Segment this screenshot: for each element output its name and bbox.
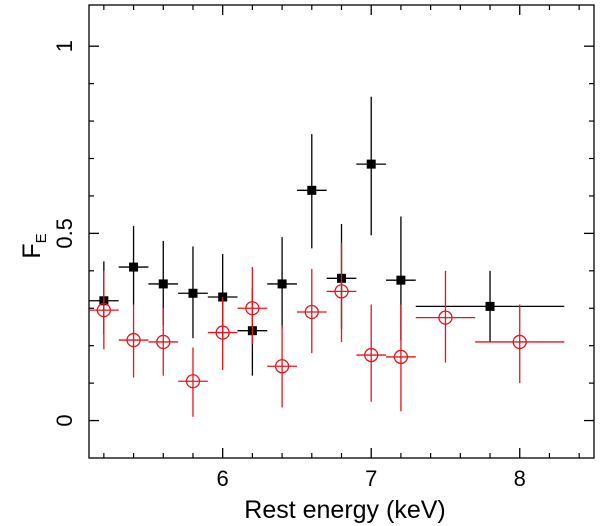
circle-marker <box>215 325 230 340</box>
square-marker <box>277 279 287 289</box>
y-axis-label-sub: E <box>33 233 50 243</box>
square-marker <box>366 159 376 169</box>
y-axis-label: FE <box>18 233 50 258</box>
axis-ticks <box>89 5 594 458</box>
x-tick-label: 8 <box>514 466 526 491</box>
circle-marker <box>126 332 141 348</box>
y-tick-label: 1 <box>52 40 77 52</box>
x-tick-label: 7 <box>365 466 377 491</box>
x-tick-label: 6 <box>217 466 229 491</box>
circle-marker <box>185 374 201 389</box>
circle-marker <box>274 359 290 374</box>
data-series <box>89 96 565 417</box>
square-marker <box>158 279 168 289</box>
circle-marker <box>96 302 112 318</box>
y-axis-label-main: F <box>18 243 46 258</box>
square-marker <box>485 301 495 311</box>
x-axis-label: Rest energy (keV) <box>244 496 445 524</box>
circle-marker <box>438 310 453 325</box>
square-marker <box>396 275 406 285</box>
black-square-series <box>89 96 565 376</box>
square-marker <box>188 288 198 298</box>
circle-marker <box>393 349 409 365</box>
circle-marker <box>245 301 260 316</box>
y-tick-label: 0 <box>52 414 77 426</box>
tick-labels: 6 7 8 0 0.5 1 <box>52 40 526 491</box>
y-tick-label: 0.5 <box>52 218 77 249</box>
circle-marker <box>364 347 379 363</box>
square-marker <box>129 262 139 272</box>
circle-marker <box>512 334 527 350</box>
red-circle-series <box>89 242 565 417</box>
circle-marker <box>156 334 171 350</box>
circle-marker <box>334 284 349 299</box>
square-marker <box>307 185 317 195</box>
circle-marker <box>304 304 319 320</box>
